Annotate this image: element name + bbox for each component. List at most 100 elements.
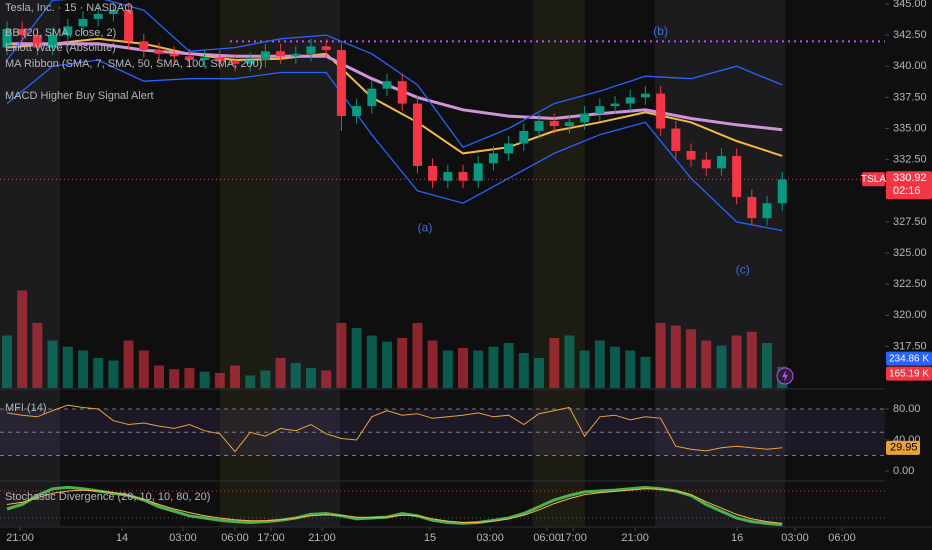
candle-body [184, 56, 194, 61]
candle-body [504, 143, 514, 154]
candle-body [595, 106, 605, 114]
candle-body [154, 50, 164, 54]
session-band [272, 0, 340, 527]
volume-bar [108, 360, 119, 388]
y-tick-label: 337.50 [893, 91, 927, 103]
candle-body [762, 203, 772, 219]
volume-bar [93, 358, 104, 388]
overlay-line [6, 59, 783, 232]
mfi-badge [886, 440, 920, 455]
candle-body [458, 172, 468, 181]
candle-body [108, 10, 118, 14]
candle-body [321, 46, 331, 51]
candle-body [48, 35, 58, 48]
x-tick-label: 16 [731, 532, 743, 544]
candle-body [78, 18, 88, 27]
y-tick-label: 327.50 [893, 216, 927, 228]
volume-bar [427, 340, 438, 388]
volume-bar [518, 353, 529, 388]
y-tick-label: 322.50 [893, 278, 927, 290]
candle-body [260, 51, 270, 61]
candle-body [382, 81, 392, 89]
volume-bar [625, 350, 636, 388]
x-tick-label: 03:00 [169, 532, 197, 544]
wave-label: (b) [653, 24, 668, 38]
x-tick-label: 14 [116, 532, 128, 544]
session-band [655, 0, 785, 527]
x-tick-label: 06:00 [221, 532, 249, 544]
x-tick-label: 06:00 [828, 532, 856, 544]
volume-bar [594, 340, 605, 388]
indicator-label: BB (20, SMA, close, 2) [5, 27, 116, 39]
session-band [0, 0, 60, 527]
volume-bar [473, 350, 484, 388]
volume-bar [306, 368, 317, 388]
candle-body [336, 50, 346, 117]
candle-body [306, 46, 316, 54]
overlay-line [6, 37, 783, 157]
volume-bar [275, 358, 286, 388]
volume-label: 165.19 K [889, 368, 929, 379]
volume-bar [32, 323, 43, 388]
legend: Tesla, Inc. · 15 · NASDAQ BB (20, SMA, c… [5, 2, 262, 503]
candle-body [534, 121, 544, 131]
volume-bar [169, 369, 180, 388]
candle-body [473, 163, 483, 181]
volume-bar [123, 340, 134, 388]
volume-bar [716, 345, 727, 388]
candle-body [124, 10, 134, 42]
volume-badge [886, 366, 932, 381]
volume-bar [138, 350, 149, 388]
premarket-band [220, 0, 272, 527]
volume-bar [230, 365, 241, 388]
candle-body [777, 179, 787, 204]
overlay-line [6, 0, 783, 148]
volume-bar [366, 335, 377, 388]
volume-bar [154, 365, 165, 388]
countdown-label: 02:16 [893, 185, 921, 197]
wave-label: (c) [736, 263, 750, 277]
x-tick-label: 15 [424, 532, 436, 544]
candle-body [412, 103, 422, 166]
volume-bar [579, 350, 590, 388]
volume-bar [77, 350, 88, 388]
candle-body [63, 26, 73, 36]
candle-body [32, 35, 42, 48]
candle-body [367, 88, 377, 107]
x-tick-label: 21:00 [621, 532, 649, 544]
volume-bar [321, 370, 332, 388]
x-tick-label: 17:00 [257, 532, 285, 544]
candle-body [716, 155, 726, 169]
y-tick-label: 340.00 [893, 60, 927, 72]
symbol-badge [862, 172, 885, 187]
volume-bar [260, 370, 271, 388]
candle-body [656, 93, 666, 129]
volume-bar [686, 329, 697, 388]
price-label: 330.92 [893, 172, 927, 184]
candle-body [291, 53, 301, 57]
candle-body [397, 81, 407, 104]
volume-bar [336, 323, 347, 388]
y-tick-label: 342.50 [893, 29, 927, 41]
candle-body [610, 103, 620, 107]
overlay-line [7, 42, 783, 132]
volume-bar [640, 356, 651, 388]
mfi-line [6, 404, 783, 453]
volume-bar [47, 340, 58, 388]
volume-bar [701, 340, 712, 388]
y-tick-label: 317.50 [893, 340, 927, 352]
volume-bar [655, 323, 666, 388]
candle-body [352, 106, 362, 117]
volume-bar [382, 341, 393, 388]
price-axis [885, 0, 932, 550]
candle-body [686, 150, 696, 160]
premarket-band [533, 0, 585, 527]
x-tick-label: 21:00 [308, 532, 336, 544]
symbol-title: Tesla, Inc. · 15 · NASDAQ [5, 2, 133, 14]
volume-bar [351, 328, 362, 388]
alert-icon[interactable] [776, 367, 794, 385]
candle-body [2, 28, 12, 48]
y-tick-label: 320.00 [893, 309, 927, 321]
